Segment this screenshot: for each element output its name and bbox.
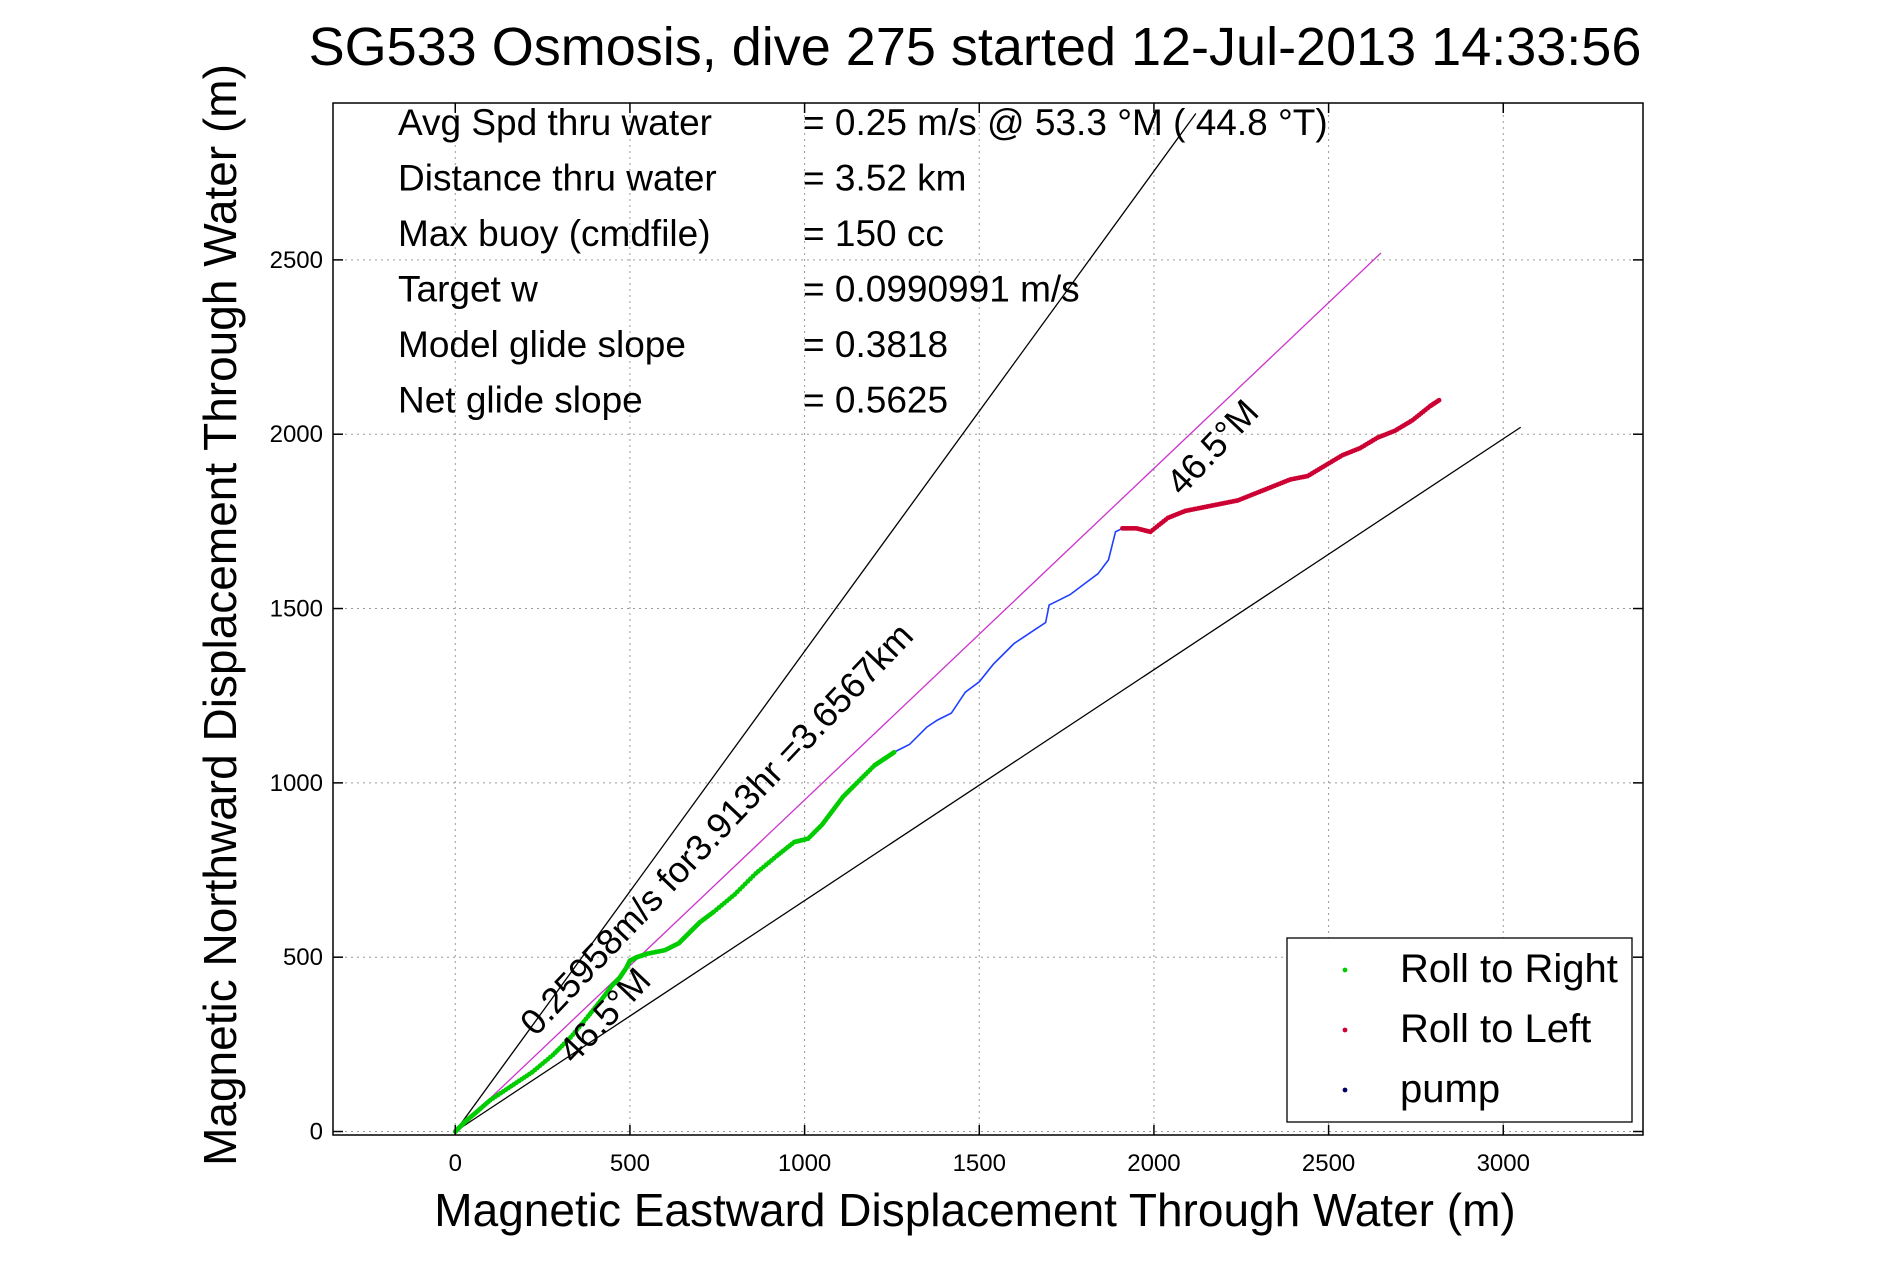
legend-entry: Roll to Left — [1400, 1007, 1591, 1051]
x-axis-label: Magnetic Eastward Displacement Through W… — [434, 1184, 1515, 1236]
legend-marker — [1342, 967, 1348, 973]
stat-label: Model glide slope — [398, 324, 686, 365]
legend-marker — [1342, 1027, 1348, 1033]
y-tick-label: 2500 — [270, 247, 323, 274]
reference-line — [454, 113, 1197, 1132]
plot-area-frame — [332, 102, 1644, 1136]
x-tick-label: 0 — [449, 1150, 462, 1177]
stat-value: = 0.0990991 m/s — [803, 269, 1080, 310]
grid-layer — [333, 103, 1643, 1135]
x-tick-label: 1500 — [953, 1150, 1006, 1177]
y-tick-label: 1500 — [270, 596, 323, 623]
y-tick-label: 0 — [310, 1119, 323, 1146]
chart-title: SG533 Osmosis, dive 275 started 12-Jul-2… — [309, 17, 1642, 77]
stat-value: = 0.25 m/s @ 53.3 °M ( 44.8 °T) — [803, 102, 1328, 143]
legend-entry: pump — [1400, 1067, 1500, 1111]
stat-value: = 0.5625 — [803, 380, 948, 421]
x-tick-label: 1000 — [778, 1150, 831, 1177]
x-tick-label: 2500 — [1302, 1150, 1355, 1177]
roll-left-marker — [1436, 397, 1442, 403]
roll-markers-layer — [452, 397, 1442, 1134]
y-tick-label: 1000 — [270, 770, 323, 797]
y-axis-label: Magnetic Northward Displacement Through … — [194, 64, 246, 1166]
stat-value: = 3.52 km — [803, 158, 967, 199]
y-tick-label: 2000 — [270, 421, 323, 448]
stat-label: Avg Spd thru water — [398, 102, 712, 143]
x-tick-label: 3000 — [1477, 1150, 1530, 1177]
stat-value: = 0.3818 — [803, 324, 948, 365]
reference-line — [454, 426, 1522, 1133]
stat-label: Max buoy (cmdfile) — [398, 213, 711, 254]
legend: Roll to Right Roll to Left pump — [1286, 937, 1633, 1123]
legend-entry: Roll to Right — [1400, 947, 1618, 991]
legend-marker — [1342, 1087, 1348, 1093]
x-tick-label: 2000 — [1127, 1150, 1180, 1177]
x-tick-label: 500 — [610, 1150, 650, 1177]
stats-block: Avg Spd thru water = 0.25 m/s @ 53.3 °M (… — [398, 102, 1328, 421]
y-tick-label: 500 — [283, 944, 323, 971]
stat-label: Distance thru water — [398, 158, 717, 199]
tick-layer: 0 500 1000 1500 2000 2500 3000 0 500 1000 1500 2000… — [270, 103, 1643, 1177]
stat-label: Net glide slope — [398, 380, 643, 421]
stat-label: Target w — [398, 269, 538, 310]
roll-right-marker — [891, 749, 897, 755]
stat-value: = 150 cc — [803, 213, 944, 254]
